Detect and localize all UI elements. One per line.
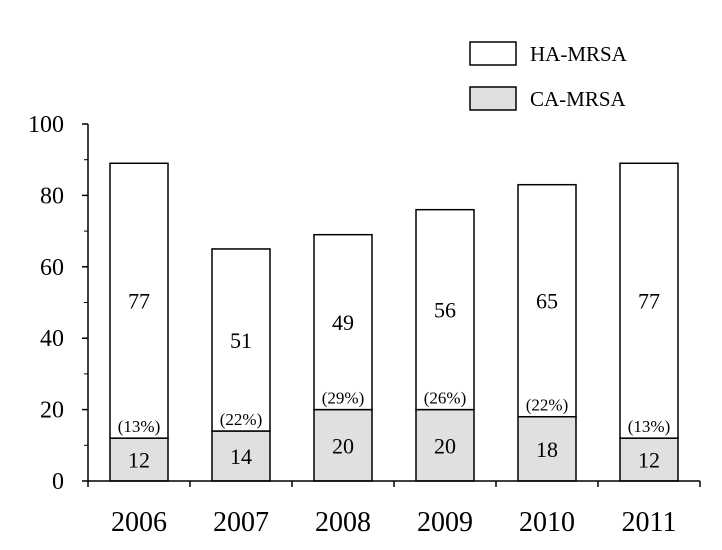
value-label-ha-2007: 51 bbox=[230, 328, 252, 353]
legend-label-ha-mrsa: HA-MRSA bbox=[530, 42, 628, 66]
percent-label-2007: (22%) bbox=[220, 410, 262, 429]
bar-ha-2009 bbox=[415, 208, 475, 411]
percent-label-2011: (13%) bbox=[628, 417, 670, 436]
y-tick-label-0: 0 bbox=[52, 469, 64, 495]
value-label-ha-2010: 65 bbox=[536, 289, 558, 314]
y-tick-label-40: 40 bbox=[40, 326, 64, 352]
legend-label-ca-mrsa: CA-MRSA bbox=[530, 87, 627, 111]
x-tick-label-2010: 2010 bbox=[519, 507, 575, 538]
y-tick-label-100: 100 bbox=[28, 112, 64, 138]
y-tick-label-60: 60 bbox=[40, 255, 64, 281]
x-tick-label-2009: 2009 bbox=[417, 507, 473, 538]
value-label-ha-2006: 77 bbox=[128, 289, 150, 314]
legend-swatch-ha-mrsa bbox=[469, 41, 517, 66]
value-label-ha-2011: 77 bbox=[638, 289, 660, 314]
value-label-ca-2010: 18 bbox=[536, 437, 558, 462]
axes: 2006 2007 2008 2009 2010 2011 0 20 40 60 80 100 bbox=[28, 112, 701, 538]
value-label-ca-2011: 12 bbox=[638, 448, 660, 473]
percent-label-2009: (26%) bbox=[424, 389, 466, 408]
value-label-ca-2009: 20 bbox=[434, 433, 456, 458]
bar-ca-2006 bbox=[109, 437, 169, 482]
percent-label-2006: (13%) bbox=[118, 417, 160, 436]
value-label-ha-2009: 56 bbox=[434, 298, 456, 323]
x-tick-label-2006: 2006 bbox=[111, 507, 167, 538]
value-label-ca-2006: 12 bbox=[128, 448, 150, 473]
value-label-ca-2007: 14 bbox=[230, 444, 252, 469]
percent-label-2008: (29%) bbox=[322, 389, 364, 408]
x-tick-label-2008: 2008 bbox=[315, 507, 371, 538]
bar-ha-2007 bbox=[211, 248, 271, 432]
x-tick-label-2007: 2007 bbox=[213, 507, 269, 538]
bar-labels: 12 77 (13%) 14 51 (22%) 20 49 (29%) 20 56 (26%) 18 65… bbox=[118, 289, 670, 473]
bar-ha-2008 bbox=[313, 233, 373, 411]
y-tick-label-80: 80 bbox=[40, 183, 64, 209]
value-label-ca-2008: 20 bbox=[332, 433, 354, 458]
value-label-ha-2008: 49 bbox=[332, 310, 354, 335]
bars bbox=[109, 162, 679, 482]
x-tick-label-2011: 2011 bbox=[622, 507, 677, 538]
legend: HA-MRSA CA-MRSA bbox=[469, 41, 628, 111]
bar-ha-2006 bbox=[109, 162, 169, 439]
y-tick-label-20: 20 bbox=[40, 398, 64, 424]
bar-ha-2010 bbox=[517, 183, 577, 418]
bar-ha-2011 bbox=[619, 162, 679, 439]
bar-ca-2011 bbox=[619, 437, 679, 482]
legend-swatch-ca-mrsa bbox=[469, 86, 517, 111]
percent-label-2010: (22%) bbox=[526, 396, 568, 415]
